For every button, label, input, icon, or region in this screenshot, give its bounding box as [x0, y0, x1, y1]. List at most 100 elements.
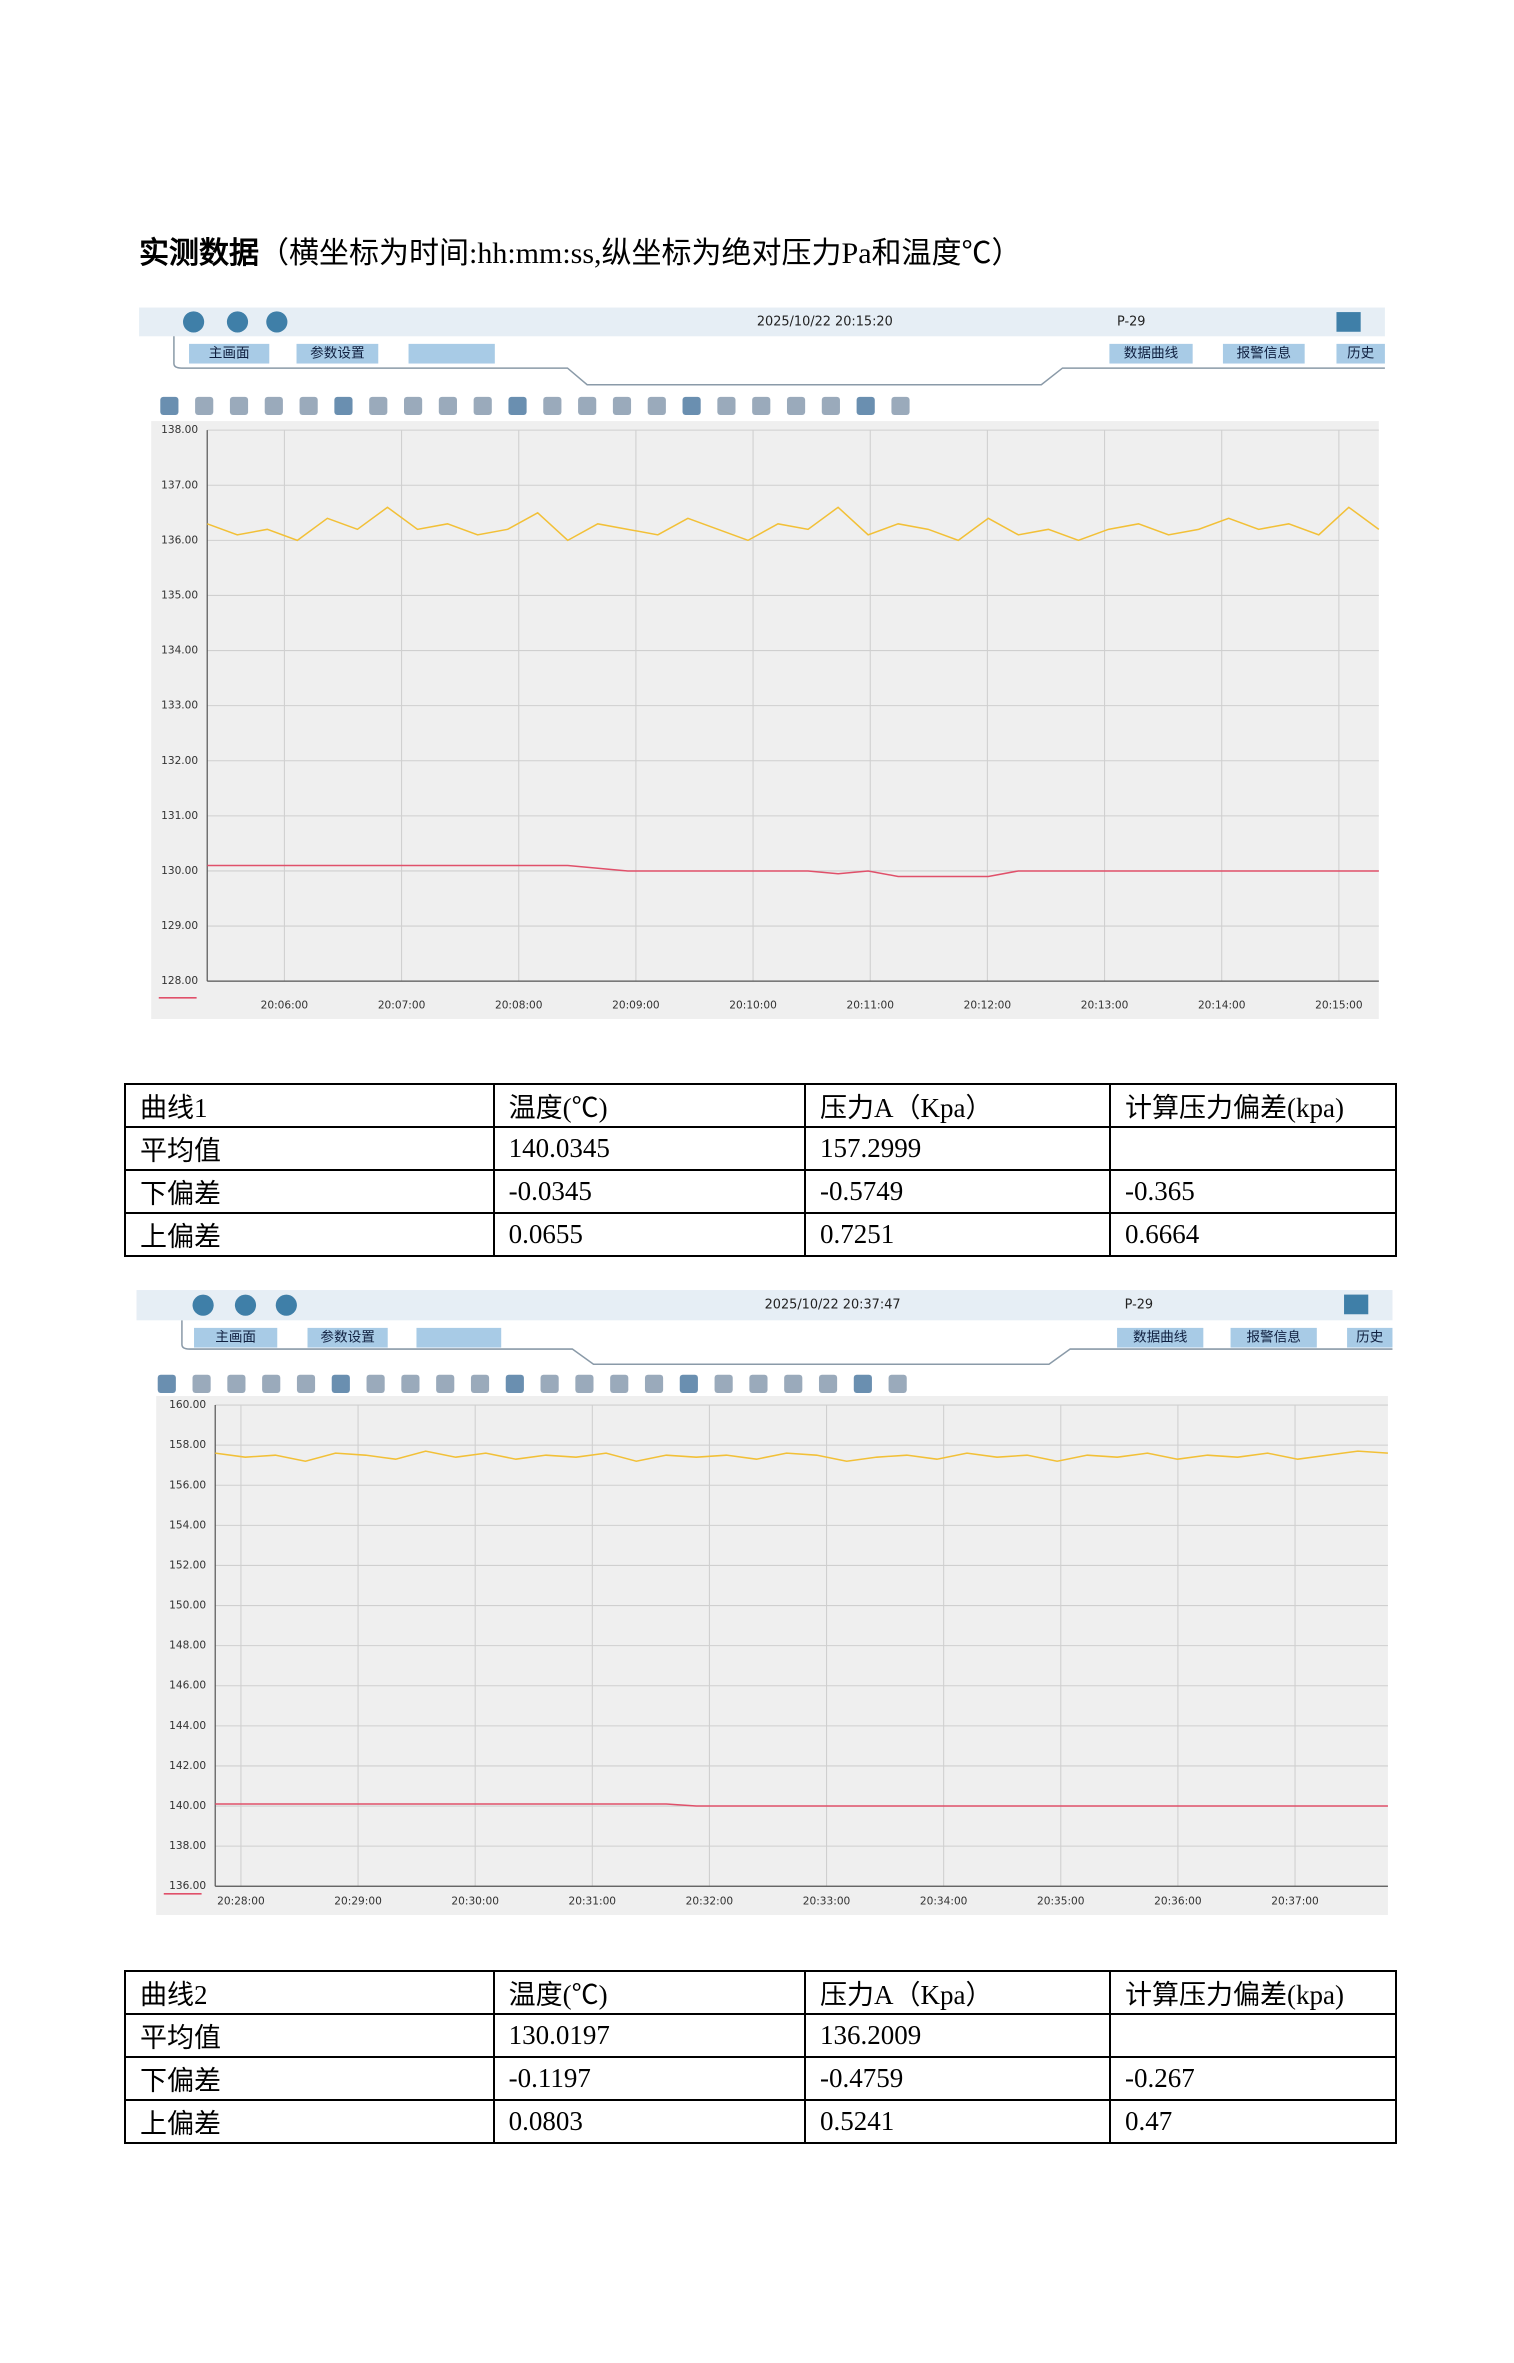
table-cell: 压力A（Kpa）	[803, 1083, 1112, 1128]
tab[interactable]	[1347, 1327, 1393, 1348]
tab-label: 主画面	[215, 1330, 256, 1346]
tool-icon[interactable]	[436, 1374, 455, 1393]
x-tick-label: 20:10:00	[729, 999, 777, 1011]
tool-icon[interactable]	[679, 1374, 698, 1393]
tool-icon[interactable]	[508, 396, 527, 416]
tab[interactable]	[307, 1327, 388, 1348]
tool-icon[interactable]	[682, 396, 701, 416]
tool-icon[interactable]	[891, 396, 910, 416]
tab[interactable]	[189, 343, 270, 364]
data-line	[206, 506, 1380, 542]
tool-icon[interactable]	[401, 1374, 420, 1393]
table-cell: 曲线1	[124, 1083, 495, 1128]
tool-icon[interactable]	[505, 1374, 524, 1393]
x-tick-label: 20:37:00	[1271, 1895, 1319, 1907]
tool-icon[interactable]	[296, 1374, 316, 1393]
tool-icon[interactable]	[610, 1374, 629, 1393]
tool-icon[interactable]	[749, 1374, 768, 1393]
heading: 实测数据（横坐标为时间:hh:mm:ss,纵坐标为绝对压力Pa和温度℃）	[139, 228, 1022, 272]
top-bar	[139, 307, 1385, 337]
tool-icon[interactable]	[334, 396, 353, 416]
nav-icon	[234, 1294, 257, 1316]
table-cell: 下偏差	[124, 2056, 495, 2101]
tab-label: 历史	[1356, 1330, 1384, 1346]
y-tick-label: 138.00	[161, 424, 198, 436]
tool-icon[interactable]	[262, 1374, 281, 1393]
table-cell: 压力A（Kpa）	[803, 1970, 1112, 2015]
tab-label: 数据曲线	[1124, 346, 1179, 362]
tab[interactable]	[1336, 343, 1385, 364]
table-cell: 下偏差	[124, 1169, 495, 1214]
tool-icon[interactable]	[612, 396, 632, 416]
tool-icon[interactable]	[786, 396, 806, 416]
tab[interactable]	[1109, 343, 1193, 364]
table-row: 下偏差 -0.1197 -0.4759 -0.267	[124, 2056, 1397, 2101]
table-cell: 上偏差	[124, 2099, 495, 2144]
tool-icon[interactable]	[331, 1374, 350, 1393]
table-cell: -0.0345	[492, 1169, 806, 1214]
tool-icon[interactable]	[157, 1374, 176, 1393]
tool-icon[interactable]	[227, 1374, 246, 1393]
tool-icon[interactable]	[543, 396, 562, 416]
tab[interactable]	[194, 1327, 278, 1348]
table-row: 平均值 130.0197 136.2009	[124, 2013, 1397, 2058]
x-tick-label: 20:09:00	[612, 999, 660, 1011]
tool-icon[interactable]	[299, 396, 318, 416]
table: 曲线2 温度(℃) 压力A（Kpa） 计算压力偏差(kpa) 平均值 130.0197 13…	[124, 1970, 1397, 2144]
tool-icon[interactable]	[540, 1374, 559, 1393]
table-row: 上偏差 0.0655 0.7251 0.6664	[124, 1212, 1397, 1257]
table-row: 上偏差 0.0803 0.5241 0.47	[124, 2099, 1397, 2144]
table-cell: 平均值	[124, 2013, 495, 2058]
x-tick-label: 20:15:00	[1315, 999, 1363, 1011]
tool-icon[interactable]	[821, 396, 840, 416]
tool-icon[interactable]	[856, 396, 875, 416]
x-tick-label: 20:14:00	[1198, 999, 1246, 1011]
tool-icon[interactable]	[264, 396, 283, 416]
tool-icon[interactable]	[717, 396, 736, 416]
tool-icon[interactable]	[714, 1374, 733, 1393]
tool-icon[interactable]	[470, 1374, 490, 1393]
tab[interactable]	[1230, 1327, 1317, 1348]
tool-icon[interactable]	[853, 1374, 872, 1393]
plot-background	[156, 1395, 1388, 1915]
tool-icon[interactable]	[160, 396, 179, 416]
x-tick-label: 20:35:00	[1037, 1895, 1085, 1907]
table-cell: 0.6664	[1109, 1212, 1397, 1257]
tool-icon[interactable]	[195, 396, 214, 416]
y-tick-label: 136.00	[169, 1880, 206, 1892]
data-line	[207, 864, 1379, 878]
nav-icon	[266, 311, 288, 333]
y-tick-label: 154.00	[169, 1519, 206, 1531]
tab[interactable]	[1222, 343, 1305, 364]
tool-icon[interactable]	[575, 1374, 594, 1393]
table-cell: 130.0197	[492, 2013, 806, 2058]
x-tick-label: 20:08:00	[495, 999, 543, 1011]
nav-icon	[226, 311, 249, 333]
y-tick-label: 152.00	[169, 1559, 206, 1571]
y-tick-label: 140.00	[169, 1800, 206, 1812]
tab[interactable]	[1117, 1327, 1204, 1348]
table-cell: 0.47	[1109, 2099, 1397, 2144]
tool-icon[interactable]	[404, 396, 423, 416]
tool-icon[interactable]	[818, 1374, 838, 1393]
tool-icon[interactable]	[752, 396, 771, 416]
tool-icon[interactable]	[784, 1374, 803, 1393]
tab[interactable]	[296, 343, 379, 364]
tool-icon[interactable]	[578, 396, 597, 416]
tool-icon[interactable]	[888, 1374, 907, 1393]
tool-icon[interactable]	[229, 396, 249, 416]
tool-icon[interactable]	[366, 1374, 385, 1393]
tool-icon[interactable]	[644, 1374, 664, 1393]
table-cell: 温度(℃)	[492, 1083, 806, 1128]
tool-icon[interactable]	[473, 396, 492, 416]
table-cell	[1109, 1126, 1397, 1171]
tool-icon[interactable]	[192, 1374, 211, 1393]
table-cell: 0.0655	[492, 1212, 806, 1257]
data-line	[215, 1450, 1388, 1462]
tool-icon[interactable]	[369, 396, 388, 416]
tool-icon[interactable]	[647, 396, 666, 416]
table-cell: 计算压力偏差(kpa)	[1109, 1970, 1397, 2015]
tool-icon[interactable]	[438, 396, 457, 416]
x-tick-label: 20:11:00	[846, 999, 894, 1011]
